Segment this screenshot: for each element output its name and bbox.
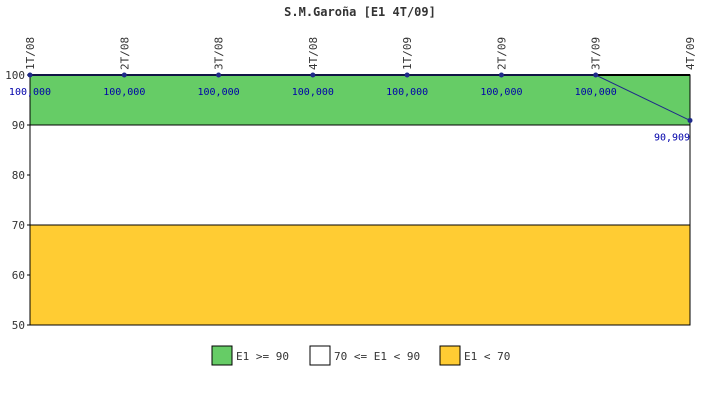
legend: E1 >= 90 70 <= E1 < 90 E1 < 70 — [211, 345, 510, 366]
y-tick-label: 80 — [12, 169, 25, 182]
legend-label: E1 < 70 — [464, 350, 510, 363]
data-label: 100,000 — [480, 87, 522, 98]
data-point — [593, 72, 599, 78]
data-label: 90,909 — [654, 132, 690, 143]
y-tick-label: 60 — [12, 269, 25, 282]
series-layer — [27, 72, 693, 123]
data-label: 100,000 — [197, 87, 239, 98]
x-tick-label: 3T/09 — [590, 37, 603, 70]
legend-label: E1 >= 90 — [236, 350, 289, 363]
data-label: 100,000 — [386, 87, 428, 98]
band-2 — [29, 224, 691, 326]
data-label: 100,000 — [575, 87, 617, 98]
legend-swatch — [211, 345, 233, 366]
data-point — [216, 72, 222, 78]
threshold-bands — [29, 74, 691, 326]
x-tick-label: 1T/08 — [24, 37, 37, 70]
data-point — [121, 72, 127, 78]
y-tick-label: 100 — [5, 69, 25, 82]
data-point — [687, 117, 693, 123]
x-tick-label: 4T/08 — [307, 37, 320, 70]
y-tick-label: 50 — [12, 319, 25, 332]
series-line — [30, 74, 691, 121]
x-tick-label: 2T/08 — [118, 37, 131, 70]
x-tick-label: 1T/09 — [401, 37, 414, 70]
chart-title: S.M.Garoña [E1 4T/09] — [284, 5, 436, 19]
legend-label: 70 <= E1 < 90 — [334, 350, 420, 363]
data-label: 100,000 — [292, 87, 334, 98]
data-point — [498, 72, 504, 78]
legend-swatch — [439, 345, 461, 366]
y-tick-label: 70 — [12, 219, 25, 232]
band-0 — [29, 74, 691, 126]
band-1 — [29, 124, 691, 226]
data-point — [404, 72, 410, 78]
data-labels: 100,000 100,000 100,000 100,000 100,000 100,0… — [9, 87, 690, 143]
x-tick-label: 3T/08 — [213, 37, 226, 70]
legend-swatch — [309, 345, 331, 366]
data-label: 100,000 — [103, 87, 145, 98]
x-tick-label: 4T/09 — [684, 37, 697, 70]
data-point — [27, 72, 33, 78]
y-tick-label: 90 — [12, 119, 25, 132]
data-label: 100,000 — [9, 87, 51, 98]
data-point — [310, 72, 316, 78]
x-tick-label: 2T/09 — [495, 37, 508, 70]
